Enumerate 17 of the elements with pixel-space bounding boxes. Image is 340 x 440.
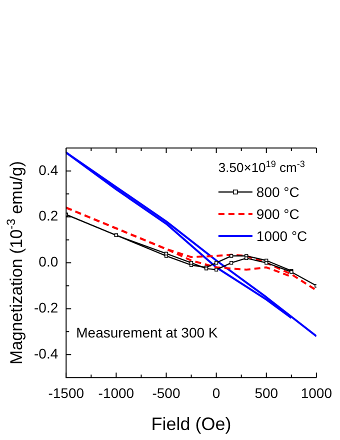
x-tick-label: -1000 xyxy=(98,384,134,401)
x-tick-label: 500 xyxy=(254,384,278,401)
y-tick-label: 0.0 xyxy=(38,254,58,270)
x-axis-title: Field (Oe) xyxy=(151,414,232,434)
y-tick-label: -0.2 xyxy=(34,300,58,316)
annotation: Measurement at 300 K xyxy=(76,324,218,341)
x-tick-label: -500 xyxy=(152,384,180,401)
legend-label: 900 °C xyxy=(256,206,300,222)
x-tick-label: 1000 xyxy=(300,384,332,401)
legend-label: 800 °C xyxy=(256,184,300,200)
y-tick-label: 0.2 xyxy=(38,208,58,224)
legend-label: 1000 °C xyxy=(256,228,308,244)
x-tick-label: -1500 xyxy=(48,384,84,401)
y-axis-title: Magnetization (10-3 emu/g) xyxy=(4,161,26,364)
y-tick-label: -0.4 xyxy=(34,346,58,362)
x-tick-label: 0 xyxy=(212,384,220,401)
y-tick-label: 0.4 xyxy=(38,162,58,178)
